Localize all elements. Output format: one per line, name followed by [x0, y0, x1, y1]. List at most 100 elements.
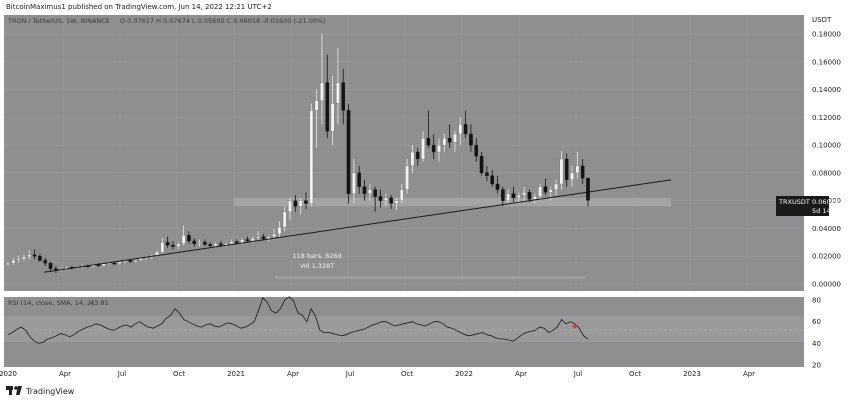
candle-body: [495, 183, 500, 190]
candle-body: [128, 260, 133, 262]
candle-body: [501, 189, 505, 201]
candle-body: [442, 138, 447, 146]
candle-body: [48, 263, 53, 269]
price-pane: [4, 15, 804, 291]
candle-body: [394, 200, 399, 204]
candle-body: [298, 200, 303, 207]
candle-body: [352, 172, 356, 194]
candle-body: [38, 256, 42, 261]
candle-body: [336, 82, 340, 104]
candle-body: [399, 189, 404, 201]
candle-body: [165, 242, 170, 246]
candle-body: [405, 165, 409, 190]
candle-body: [458, 124, 463, 135]
time-axis[interactable]: 2020 Apr Jul Oct 2021 Apr Jul Oct 2022 Apr Jul Oct 2…: [0, 370, 755, 378]
candle-body: [469, 133, 473, 146]
candle-body: [219, 243, 223, 246]
candle-body: [176, 243, 181, 247]
candle-body: [235, 241, 239, 244]
candle-body: [256, 236, 260, 239]
candle-body: [431, 144, 436, 153]
candle-body: [522, 192, 526, 196]
rsi-value: 43.85: [90, 299, 109, 307]
candle-body: [532, 196, 537, 200]
price-tick-label: 0.02000: [812, 253, 841, 261]
rsi-title[interactable]: RSI (14, close, SMA, 14, 2): [8, 299, 94, 307]
candle-body: [511, 193, 516, 199]
tradingview-logo-icon: [6, 386, 22, 395]
candle-body: [277, 226, 282, 235]
candle-body: [479, 156, 484, 174]
candle-body: [27, 254, 32, 258]
candle-body: [580, 165, 585, 179]
candle-body: [410, 151, 415, 167]
badge-countdown: 5d 14h: [812, 207, 835, 215]
candle-body: [341, 82, 346, 111]
time-tick-label: Apr: [287, 370, 299, 378]
rsi-group: [7, 296, 589, 344]
candle-body: [586, 178, 590, 201]
candle-body: [293, 200, 298, 207]
candle-body: [559, 158, 564, 185]
candle-body: [548, 189, 553, 193]
measure-volume: Vol 1.328T: [300, 262, 334, 270]
candle-body: [437, 144, 441, 153]
candle-body: [187, 235, 191, 242]
rsi-axis[interactable]: 80 60 40 20: [812, 297, 821, 370]
candle-body: [32, 254, 37, 257]
candle-body: [362, 186, 367, 194]
candle-body: [245, 239, 250, 242]
price-tick-label: 0.04000: [812, 225, 841, 233]
symbol-title: TRON / TetherUS, 1W, BINANCE: [7, 17, 110, 25]
currency-label: USDT: [812, 16, 832, 24]
candlestick-series: [6, 34, 590, 273]
candle-body: [261, 236, 266, 240]
range-ruler: [275, 276, 585, 279]
time-tick-label: Apr: [743, 370, 755, 378]
candle-body: [282, 211, 287, 228]
candle-body: [197, 242, 202, 244]
rsi-tick-label: 80: [812, 297, 821, 305]
candle-body: [421, 138, 425, 160]
trendline: [43, 179, 672, 273]
candle-body: [309, 110, 314, 204]
candle-body: [213, 243, 218, 246]
badge-price: 0.06018: [812, 198, 839, 206]
time-tick-label: Oct: [173, 370, 185, 378]
rsi-tick-label: 40: [812, 340, 821, 348]
candle-body: [325, 82, 330, 132]
price-tick-label: 0.10000: [812, 142, 841, 150]
candle-body: [288, 200, 292, 212]
footer-brand: TradingView: [25, 387, 75, 396]
time-tick-label: 2020: [0, 370, 17, 378]
candle-body: [160, 242, 165, 253]
candle-body: [107, 263, 111, 265]
candle-body: [368, 189, 372, 194]
candle-body: [415, 151, 420, 160]
candle-body: [357, 172, 361, 187]
candle-body: [112, 263, 117, 265]
time-tick-label: 2023: [683, 370, 701, 378]
candle-body: [538, 186, 542, 197]
measure-bars: 118 bars, 826d: [292, 252, 341, 260]
sell-signal-marker: [571, 325, 578, 329]
candle-body: [474, 144, 479, 157]
candle-body: [229, 241, 234, 244]
time-tick-label: 2022: [455, 370, 473, 378]
price-tick-label: 0.14000: [812, 86, 841, 94]
time-tick-label: Apr: [59, 370, 71, 378]
candle-body: [133, 260, 138, 262]
price-tick-label: 0.16000: [812, 58, 841, 66]
candle-body: [250, 238, 255, 242]
candle-body: [203, 242, 207, 245]
candle-body: [517, 194, 521, 199]
price-tick-label: 0.18000: [812, 31, 841, 39]
time-tick-label: Apr: [515, 370, 527, 378]
candle-body: [16, 258, 21, 261]
time-tick-label: Jul: [573, 370, 583, 378]
candle-body: [155, 251, 159, 257]
rsi-line: [7, 296, 589, 344]
candle-body: [6, 263, 10, 265]
price-tick-label: 0.00000: [812, 281, 841, 289]
